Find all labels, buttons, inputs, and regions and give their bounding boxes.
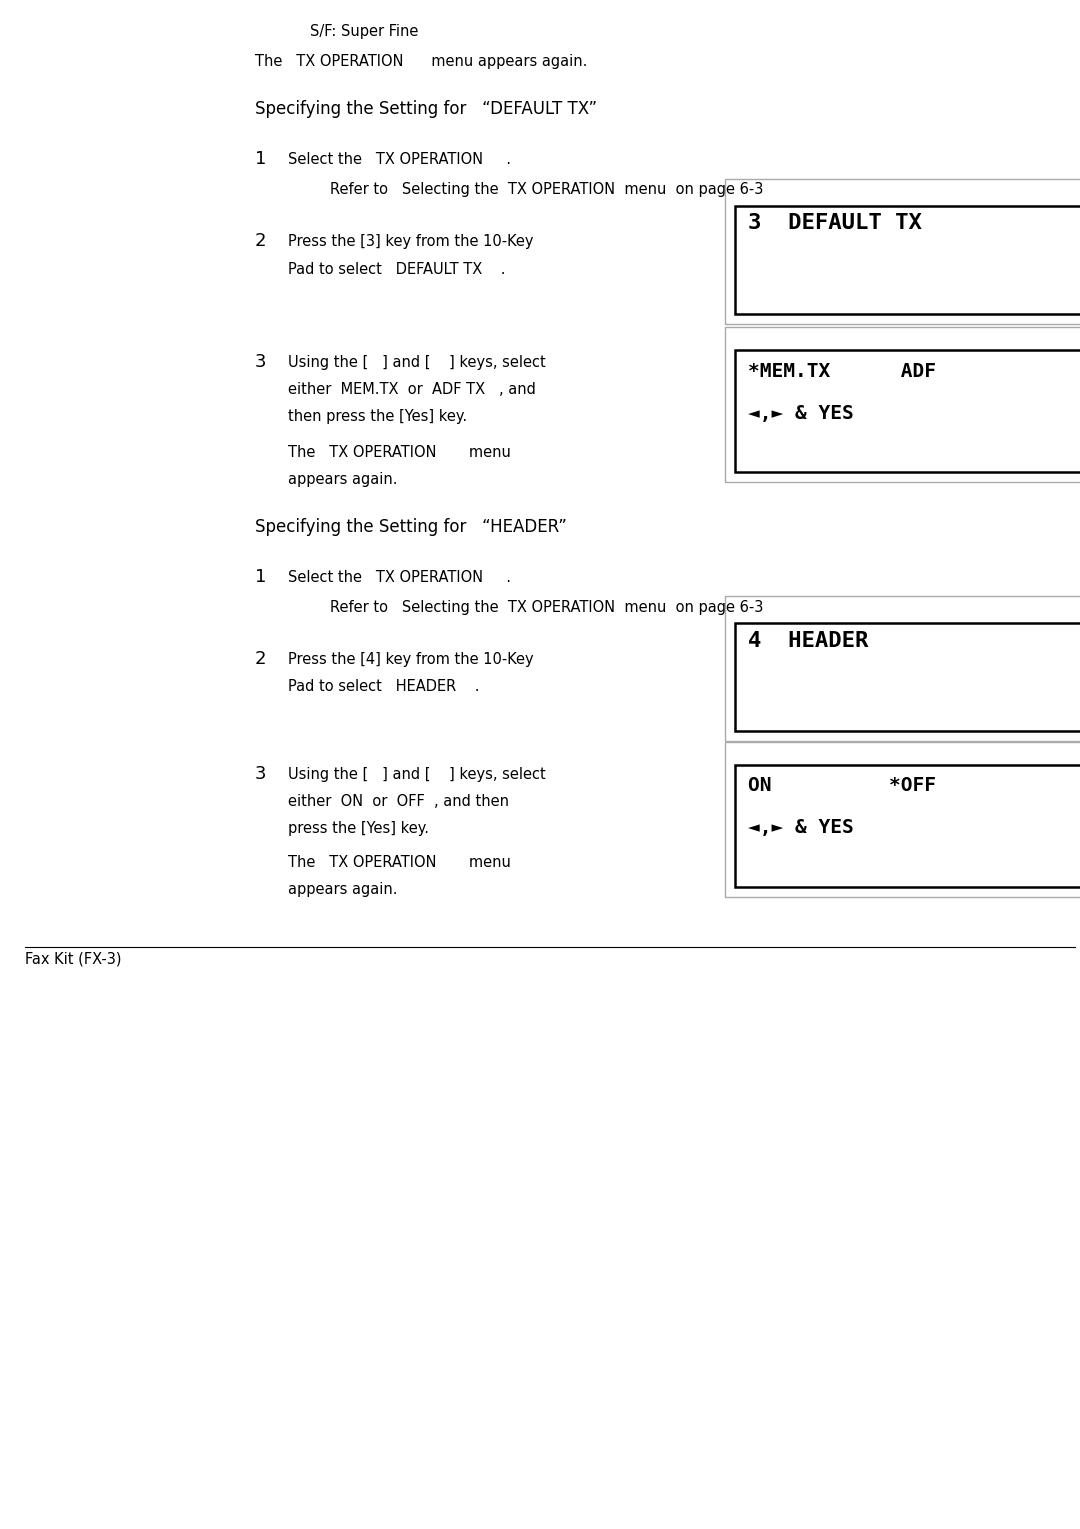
Text: Specifying the Setting for   “HEADER”: Specifying the Setting for “HEADER”: [255, 518, 567, 537]
Bar: [735, 764, 1080, 887]
Text: Refer to   Selecting the  TX OPERATION  menu  on page 6-3: Refer to Selecting the TX OPERATION menu…: [330, 599, 764, 615]
Text: ON          *OFF: ON *OFF: [748, 777, 936, 795]
Text: Using the [   ] and [    ] keys, select: Using the [ ] and [ ] keys, select: [288, 768, 545, 781]
Text: either  ON  or  OFF  , and then: either ON or OFF , and then: [288, 794, 509, 809]
Bar: [725, 327, 1080, 482]
Text: 3: 3: [255, 353, 267, 372]
Text: 4  HEADER: 4 HEADER: [748, 631, 868, 651]
Text: 3  DEFAULT TX: 3 DEFAULT TX: [748, 213, 922, 232]
Text: appears again.: appears again.: [288, 882, 397, 898]
Text: 3: 3: [255, 764, 267, 783]
Text: Select the   TX OPERATION     .: Select the TX OPERATION .: [288, 570, 511, 586]
Text: Using the [   ] and [    ] keys, select: Using the [ ] and [ ] keys, select: [288, 355, 545, 370]
Text: 2: 2: [255, 232, 267, 251]
Text: The   TX OPERATION      menu appears again.: The TX OPERATION menu appears again.: [255, 54, 588, 69]
Text: The   TX OPERATION       menu: The TX OPERATION menu: [288, 445, 511, 460]
Text: ◄,► & YES: ◄,► & YES: [748, 818, 854, 836]
Text: 2: 2: [255, 650, 267, 668]
Text: appears again.: appears again.: [288, 472, 397, 488]
Text: *MEM.TX      ADF: *MEM.TX ADF: [748, 362, 936, 381]
Bar: [725, 596, 1080, 742]
Text: Press the [4] key from the 10-Key: Press the [4] key from the 10-Key: [288, 651, 534, 667]
Bar: [735, 350, 1080, 472]
Text: press the [Yes] key.: press the [Yes] key.: [288, 821, 429, 836]
Text: Specifying the Setting for   “DEFAULT TX”: Specifying the Setting for “DEFAULT TX”: [255, 99, 597, 118]
Text: Select the   TX OPERATION     .: Select the TX OPERATION .: [288, 151, 511, 167]
Text: either  MEM.TX  or  ADF TX   , and: either MEM.TX or ADF TX , and: [288, 382, 536, 398]
Text: Pad to select   DEFAULT TX    .: Pad to select DEFAULT TX .: [288, 261, 505, 277]
Bar: [735, 206, 1080, 313]
Bar: [735, 622, 1080, 731]
Text: ◄,► & YES: ◄,► & YES: [748, 404, 854, 424]
Text: 1: 1: [255, 150, 267, 168]
Bar: [725, 179, 1080, 324]
Text: 1: 1: [255, 567, 267, 586]
Bar: [725, 742, 1080, 898]
Text: Fax Kit (FX-3): Fax Kit (FX-3): [25, 953, 121, 966]
Text: S/F: Super Fine: S/F: Super Fine: [310, 24, 418, 40]
Text: Pad to select   HEADER    .: Pad to select HEADER .: [288, 679, 480, 694]
Text: Refer to   Selecting the  TX OPERATION  menu  on page 6-3: Refer to Selecting the TX OPERATION menu…: [330, 182, 764, 197]
Text: then press the [Yes] key.: then press the [Yes] key.: [288, 408, 468, 424]
Text: Press the [3] key from the 10-Key: Press the [3] key from the 10-Key: [288, 234, 534, 249]
Text: The   TX OPERATION       menu: The TX OPERATION menu: [288, 855, 511, 870]
